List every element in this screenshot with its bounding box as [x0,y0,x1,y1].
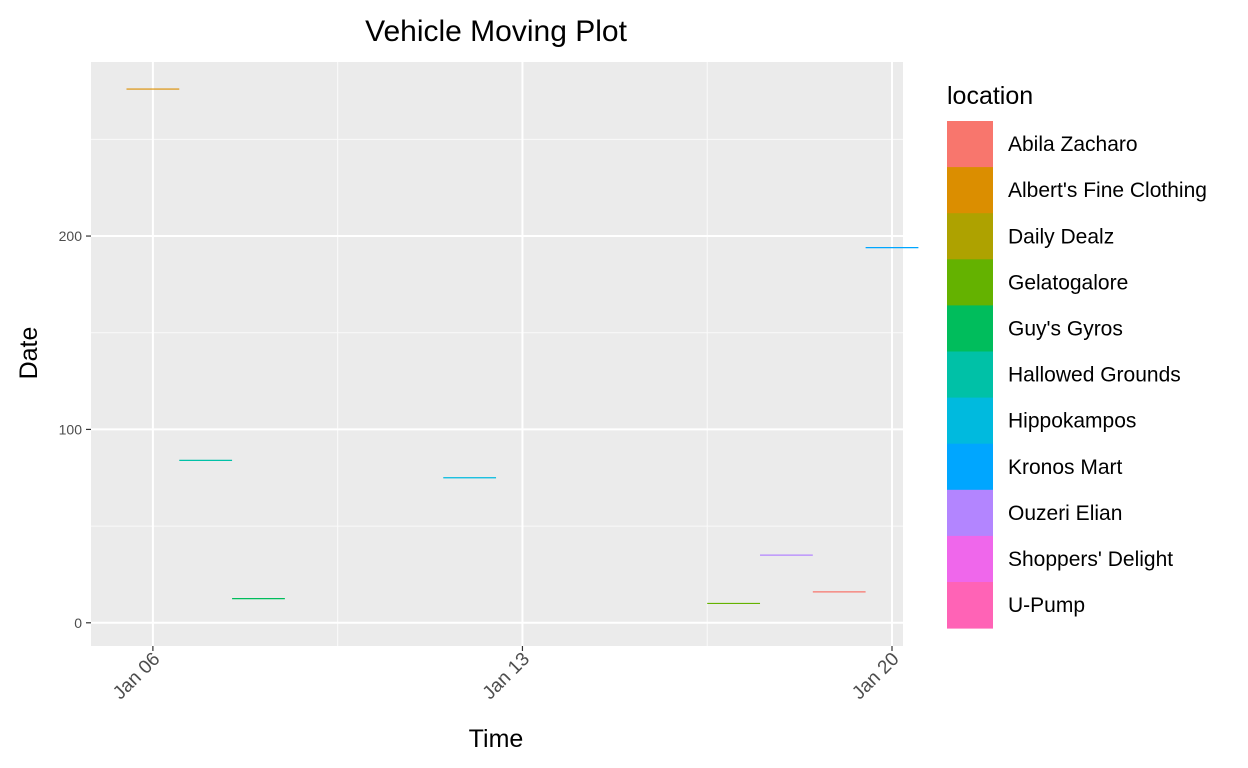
plot-panel [91,62,903,646]
legend-label: Guy's Gyros [1008,317,1123,340]
legend-label: Kronos Mart [1008,456,1123,479]
legend-key [947,397,993,445]
legend-label: U-Pump [1008,594,1085,617]
y-tick-label: 200 [59,228,83,244]
x-tick-label: Jan 06 [109,649,164,704]
legend-label: Shoppers' Delight [1008,548,1173,571]
legend-key [947,489,993,537]
x-tick-label: Jan 13 [479,649,534,704]
legend-label: Gelatogalore [1008,271,1128,294]
legend-label: Albert's Fine Clothing [1008,179,1207,202]
y-tick-label: 0 [74,615,82,631]
chart-title: Vehicle Moving Plot [365,15,627,48]
x-axis-title: Time [469,725,524,753]
data-segments [126,88,919,605]
legend-label: Hallowed Grounds [1008,364,1181,387]
y-axis-title: Date [15,327,43,380]
legend-label: Hippokampos [1008,410,1136,433]
major-gridlines [91,62,903,646]
y-axis: 0 100 200 [59,228,91,631]
legend-label: Ouzeri Elian [1008,502,1122,525]
legend-title: location [947,82,1033,110]
legend-items: Abila Zacharo Albert's Fine Clothing Daily… [947,121,1207,629]
legend-key [947,213,993,260]
legend-key [947,259,993,306]
legend-key [947,121,993,168]
legend-label: Daily Dealz [1008,225,1114,248]
x-tick-label: Jan 20 [848,649,903,704]
legend: location Abila Zacharo Albert's Fine Clot… [947,82,1207,629]
legend-key [947,167,993,214]
legend-key [947,443,993,491]
legend-key [947,351,993,399]
legend-label: Abila Zacharo [1008,133,1138,156]
x-axis: Jan 06 Jan 13 Jan 20 [109,646,904,704]
legend-key [947,535,993,583]
legend-key [947,582,993,629]
minor-gridlines [91,62,903,646]
legend-key [947,305,993,352]
y-tick-label: 100 [59,421,83,437]
